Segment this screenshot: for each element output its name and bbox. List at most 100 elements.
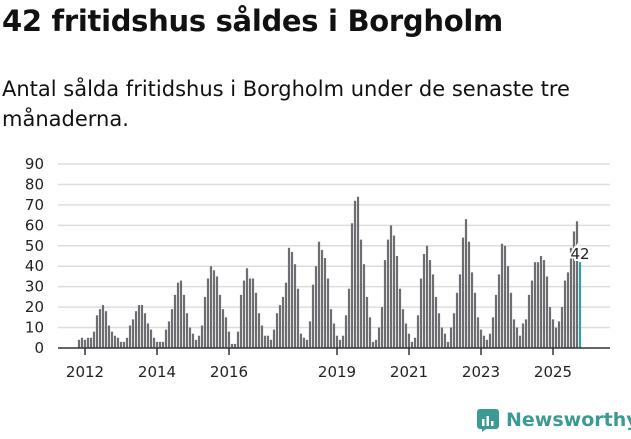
bar: [236, 331, 240, 348]
bar: [557, 321, 561, 348]
bar: [467, 241, 471, 348]
bar: [536, 262, 540, 348]
bar: [443, 333, 447, 348]
bar: [437, 313, 441, 348]
y-tick-label: 30: [25, 278, 44, 296]
bar: [395, 256, 399, 348]
bar: [101, 305, 105, 348]
bar: [362, 264, 366, 348]
bar: [428, 260, 432, 348]
bar: [248, 278, 252, 348]
bar: [176, 282, 180, 348]
bar: [401, 309, 405, 348]
bar: [146, 323, 150, 348]
y-tick-label: 60: [25, 216, 44, 234]
y-tick-label: 80: [25, 175, 44, 193]
bar: [113, 335, 117, 348]
x-tick-label: 2021: [390, 363, 428, 381]
x-tick-label: 2019: [318, 363, 356, 381]
bar: [158, 341, 162, 348]
bar: [365, 296, 369, 348]
x-tick-label: 2025: [534, 363, 572, 381]
bar: [296, 288, 300, 348]
bar: [287, 247, 291, 348]
bar: [473, 292, 477, 348]
bar: [329, 309, 333, 348]
bar: [422, 253, 426, 348]
bar: [521, 323, 525, 348]
bar: [137, 305, 141, 348]
bar: [116, 337, 120, 348]
bar: [233, 343, 237, 348]
bar: [209, 266, 213, 348]
bar: [374, 339, 378, 348]
bar: [353, 200, 357, 348]
bar: [461, 237, 465, 348]
bar: [392, 235, 396, 348]
bar: [572, 231, 576, 348]
bar: [92, 331, 96, 348]
bar: [575, 221, 579, 348]
bar: [314, 266, 318, 348]
bar: [497, 274, 501, 348]
bar: [218, 294, 222, 348]
bar: [434, 296, 438, 348]
bar: [128, 325, 132, 348]
bar: [215, 276, 219, 348]
bar: [200, 325, 204, 348]
bar: [77, 339, 81, 348]
bar: [119, 341, 123, 348]
bar: [188, 327, 192, 348]
chart-subtitle: Antal sålda fritidshus i Borgholm under …: [2, 77, 570, 131]
bar: [371, 341, 375, 348]
bar: [302, 337, 306, 348]
bar: [515, 327, 519, 348]
bar: [446, 341, 450, 348]
bar: [488, 333, 492, 348]
bar: [143, 313, 147, 348]
bar: [482, 335, 486, 348]
bar: [512, 319, 516, 348]
bar: [293, 264, 297, 348]
bar: [182, 294, 186, 348]
bar: [305, 339, 309, 348]
bar: [191, 333, 195, 348]
bar: [425, 245, 429, 348]
bar: [80, 337, 84, 348]
bar: [308, 321, 312, 348]
bar: [257, 313, 261, 348]
bar: [110, 331, 114, 348]
bar: [569, 247, 573, 348]
bar-latest: [578, 262, 582, 348]
newsworthy-logo: Newsworthy: [476, 408, 631, 432]
bar: [83, 339, 87, 348]
bar: [335, 335, 339, 348]
bar: [518, 335, 522, 348]
x-tick-label: 2016: [210, 363, 248, 381]
bar: [332, 323, 336, 348]
bar: [506, 266, 510, 348]
bar: [230, 343, 234, 348]
x-tick-label: 2023: [462, 363, 500, 381]
bar: [548, 307, 552, 348]
bar: [260, 325, 264, 348]
bar: [245, 268, 249, 348]
bar: [380, 307, 384, 348]
bar: [527, 294, 531, 348]
bar: [251, 278, 255, 348]
bar: [554, 327, 558, 348]
newsworthy-logo-icon: [477, 409, 499, 432]
bar: [173, 294, 177, 348]
bar: [485, 339, 489, 348]
y-tick-label: 10: [25, 319, 44, 337]
bar: [494, 294, 498, 348]
bar: [179, 280, 183, 348]
y-tick-label: 70: [25, 196, 44, 214]
bar: [239, 294, 243, 348]
bar: [404, 323, 408, 348]
bar: [254, 292, 258, 348]
bar: [242, 280, 246, 348]
bar: [134, 311, 138, 348]
bar: [224, 317, 228, 348]
